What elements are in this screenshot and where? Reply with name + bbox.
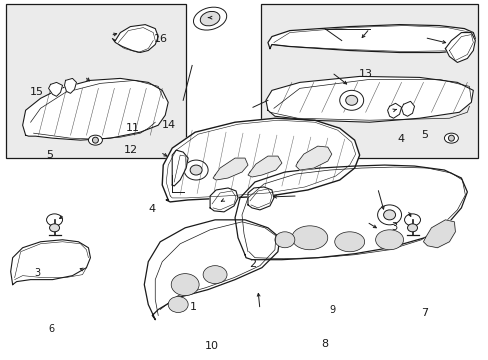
Text: 6: 6 <box>49 324 55 334</box>
Ellipse shape <box>190 165 202 175</box>
Ellipse shape <box>171 274 199 296</box>
Text: 9: 9 <box>328 305 335 315</box>
Ellipse shape <box>193 7 226 30</box>
Text: 2: 2 <box>249 259 256 269</box>
Ellipse shape <box>203 266 226 284</box>
Polygon shape <box>423 220 454 248</box>
Text: 3: 3 <box>391 222 397 231</box>
Polygon shape <box>22 78 168 140</box>
Ellipse shape <box>184 160 208 180</box>
Text: 1: 1 <box>189 302 196 312</box>
Text: 7: 7 <box>421 308 427 318</box>
Ellipse shape <box>200 12 220 26</box>
Text: 3: 3 <box>34 268 40 278</box>
Polygon shape <box>247 187 273 210</box>
Polygon shape <box>162 118 359 202</box>
Ellipse shape <box>447 135 453 141</box>
Text: 4: 4 <box>148 204 155 214</box>
Ellipse shape <box>345 95 357 105</box>
Text: 5: 5 <box>421 130 427 140</box>
Text: 5: 5 <box>46 150 53 160</box>
Ellipse shape <box>92 137 98 143</box>
Ellipse shape <box>334 232 364 252</box>
Polygon shape <box>247 156 281 177</box>
Polygon shape <box>267 24 474 53</box>
Ellipse shape <box>168 297 188 312</box>
Ellipse shape <box>444 133 457 143</box>
Polygon shape <box>210 188 238 212</box>
Polygon shape <box>445 32 474 62</box>
Ellipse shape <box>291 226 327 250</box>
Text: 10: 10 <box>204 341 218 351</box>
Polygon shape <box>144 220 279 319</box>
Ellipse shape <box>407 224 417 232</box>
Ellipse shape <box>375 230 403 250</box>
Polygon shape <box>213 158 247 180</box>
Text: 4: 4 <box>396 134 403 144</box>
Polygon shape <box>112 24 158 53</box>
Text: 16: 16 <box>153 35 167 44</box>
Ellipse shape <box>88 135 102 145</box>
Polygon shape <box>11 240 90 285</box>
Polygon shape <box>48 82 62 96</box>
Polygon shape <box>235 165 467 260</box>
Text: 8: 8 <box>321 339 328 349</box>
Text: 15: 15 <box>30 87 44 97</box>
Polygon shape <box>265 76 472 122</box>
Ellipse shape <box>383 210 395 220</box>
Polygon shape <box>387 103 401 118</box>
Text: 14: 14 <box>162 121 176 130</box>
Text: 13: 13 <box>358 69 372 79</box>
Text: 12: 12 <box>124 144 138 154</box>
Bar <box>261 4 477 158</box>
Polygon shape <box>64 78 76 93</box>
Text: 11: 11 <box>125 123 139 133</box>
Ellipse shape <box>46 214 62 226</box>
Ellipse shape <box>377 205 401 225</box>
Polygon shape <box>295 146 331 170</box>
Polygon shape <box>172 150 188 186</box>
Ellipse shape <box>404 214 420 226</box>
Ellipse shape <box>274 232 294 248</box>
Polygon shape <box>401 101 414 116</box>
Ellipse shape <box>339 90 363 110</box>
Ellipse shape <box>49 224 60 232</box>
Bar <box>6 4 186 158</box>
